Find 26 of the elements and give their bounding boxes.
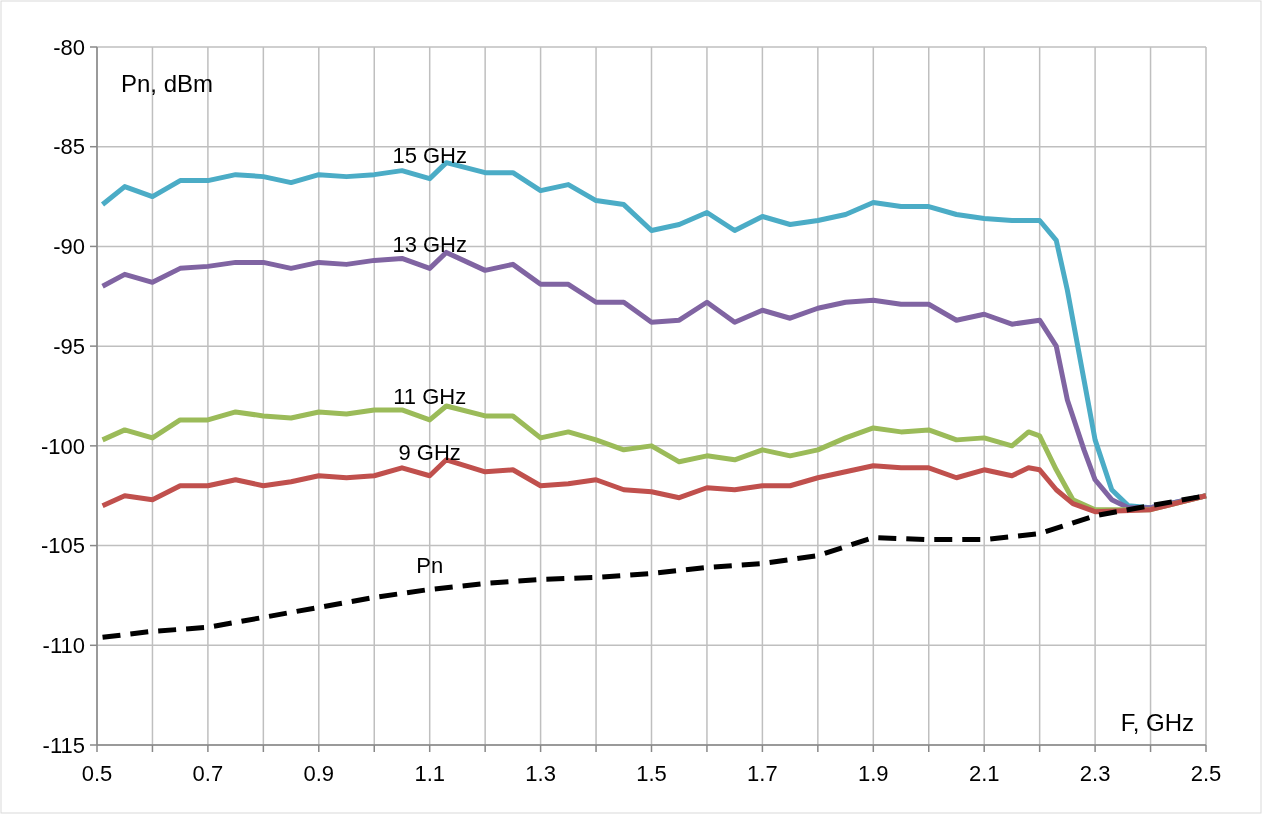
y-tick-label: -80	[53, 34, 85, 60]
x-tick-label: 1.5	[636, 761, 667, 786]
x-tick-label: 0.7	[192, 761, 224, 786]
x-tick-label: 2.3	[1079, 761, 1111, 786]
y-tick-label: -95	[53, 333, 85, 359]
x-axis-title: F, GHz	[1120, 709, 1194, 736]
x-tick-label: 1.1	[414, 761, 445, 786]
x-tick-label: 1.3	[525, 761, 556, 786]
series-label: 11 GHz	[393, 383, 467, 409]
x-tick-label: 0.5	[81, 761, 113, 786]
y-tick-label: -85	[53, 134, 85, 160]
x-tick-label: 2.5	[1190, 761, 1222, 786]
series-label: Pn	[416, 553, 444, 579]
y-tick-label: -90	[53, 234, 85, 260]
series-label: 13 GHz	[392, 232, 467, 258]
x-tick-label: 1.9	[858, 761, 889, 786]
y-axis-title: Pn, dBm	[121, 70, 214, 97]
y-tick-label: -100	[40, 433, 85, 459]
y-tick-label: -110	[42, 632, 85, 658]
x-tick-label: 2.1	[968, 761, 1000, 786]
series-label: 9 GHz	[398, 439, 461, 465]
x-tick-label: 1.7	[747, 761, 778, 786]
x-tick-label: 0.9	[303, 761, 335, 786]
series-label: 15 GHz	[392, 142, 467, 168]
y-tick-label: -105	[40, 533, 85, 559]
y-tick-label: -115	[42, 732, 85, 758]
